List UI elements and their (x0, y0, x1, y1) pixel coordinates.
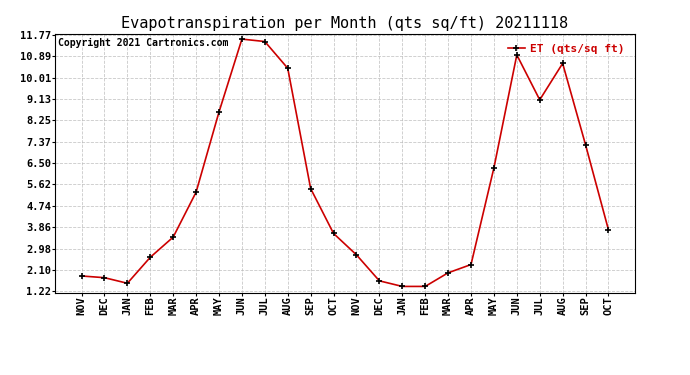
ET (qts/sq ft) (490, 166, 498, 170)
ET (qts/sq ft) (77, 274, 86, 278)
ET (qts/sq ft) (100, 275, 108, 280)
ET (qts/sq ft) (467, 262, 475, 267)
ET (qts/sq ft) (535, 98, 544, 102)
ET (qts/sq ft) (284, 66, 292, 70)
ET (qts/sq ft) (146, 255, 155, 260)
ET (qts/sq ft) (261, 39, 269, 44)
ET (qts/sq ft) (604, 228, 613, 232)
Title: Evapotranspiration per Month (qts sq/ft) 20211118: Evapotranspiration per Month (qts sq/ft)… (121, 16, 569, 31)
ET (qts/sq ft) (306, 186, 315, 191)
ET (qts/sq ft) (329, 231, 337, 236)
ET (qts/sq ft) (169, 235, 177, 239)
ET (qts/sq ft) (421, 284, 429, 289)
Text: Copyright 2021 Cartronics.com: Copyright 2021 Cartronics.com (58, 38, 228, 48)
ET (qts/sq ft) (444, 271, 452, 275)
ET (qts/sq ft) (582, 142, 590, 147)
ET (qts/sq ft) (353, 253, 361, 257)
ET (qts/sq ft) (398, 284, 406, 289)
Line: ET (qts/sq ft): ET (qts/sq ft) (78, 36, 612, 290)
ET (qts/sq ft) (513, 53, 521, 57)
ET (qts/sq ft) (124, 281, 132, 285)
ET (qts/sq ft) (215, 110, 223, 114)
ET (qts/sq ft) (558, 61, 566, 66)
ET (qts/sq ft) (192, 190, 200, 194)
ET (qts/sq ft) (375, 279, 384, 283)
Legend: ET (qts/sq ft): ET (qts/sq ft) (504, 39, 629, 58)
ET (qts/sq ft) (238, 37, 246, 41)
